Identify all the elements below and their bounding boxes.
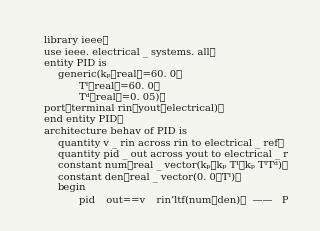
Text: library ieee；: library ieee；	[44, 36, 109, 45]
Text: end architecture behav；: end architecture behav；	[44, 205, 169, 214]
Text: Tᵈ；real；=0. 05)；: Tᵈ；real；=0. 05)；	[79, 92, 166, 101]
Text: Tᴵ；real；=60. 0；: Tᴵ；real；=60. 0；	[79, 81, 160, 90]
Text: constant den；real _ vector(0. 0，Tᴵ)；: constant den；real _ vector(0. 0，Tᴵ)；	[58, 171, 241, 181]
Text: entity PID is: entity PID is	[44, 58, 107, 67]
Text: constant num；real _ vector(kₚ，kₚ Tᴵ，kₚ TᴵTᵈ)；: constant num；real _ vector(kₚ，kₚ Tᴵ，kₚ T…	[58, 160, 288, 170]
Text: pid _ out==v _ rin’ltf(num，den)；  ——   PID 控制: pid _ out==v _ rin’ltf(num，den)； —— PID …	[79, 194, 316, 204]
Text: quantity pid _ out across yout to electrical _ ref；: quantity pid _ out across yout to electr…	[58, 149, 304, 158]
Text: quantity v _ rin across rin to electrical _ ref；: quantity v _ rin across rin to electrica…	[58, 137, 284, 147]
Text: architecture behav of PID is: architecture behav of PID is	[44, 126, 188, 135]
Text: use ieee. electrical _ systems. all；: use ieee. electrical _ systems. all；	[44, 47, 216, 57]
Text: begin: begin	[58, 182, 87, 191]
Text: port（terminal rin，yout；electrical)；: port（terminal rin，yout；electrical)；	[44, 103, 224, 112]
Text: generic(kₚ；real；=60. 0；: generic(kₚ；real；=60. 0；	[58, 70, 182, 79]
Text: end entity PID；: end entity PID；	[44, 115, 124, 124]
